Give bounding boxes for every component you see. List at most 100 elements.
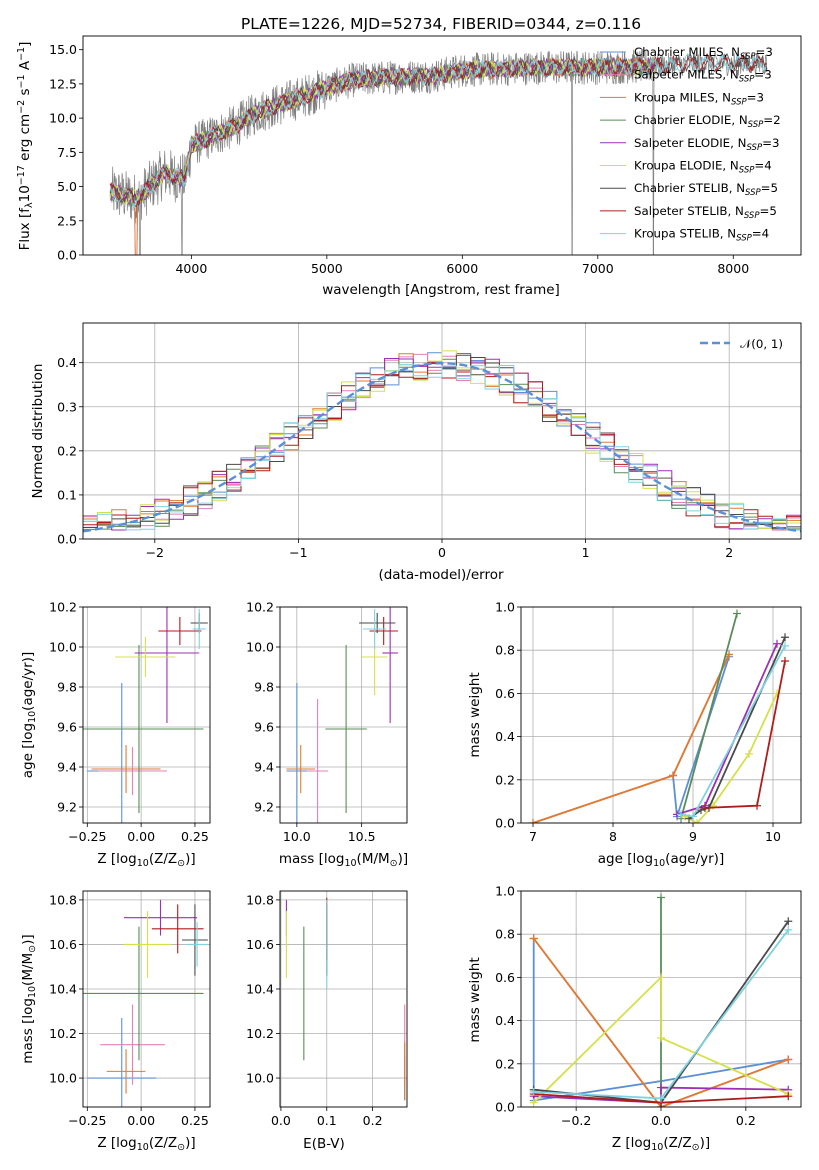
mw-z-ylabel: mass weight (467, 957, 483, 1042)
axes-age-vs-mass: 10.0 10.5 9.2 9.4 9.6 9.8 10.0 10.2 (246, 600, 408, 844)
mass-weight-marker (689, 812, 697, 821)
y-tick-label: 10.4 (246, 981, 274, 996)
mass-weight-marker (781, 633, 789, 642)
ylabel-mass-vs-Z: mass [log10(M/M⊙)] (20, 934, 38, 1063)
axes-frame (520, 606, 802, 824)
mass-weight-marker (781, 657, 789, 665)
legend-entry: Chabrier ELODIE, NSSP=2 (634, 113, 781, 130)
spectrum-legend: Chabrier MILES, NSSP=3 Salpeter MILES, NS… (600, 45, 781, 244)
y-tick-label: 0.6 (495, 686, 515, 701)
y-tick-label: 1.0 (495, 884, 515, 899)
mass-weight-marker (701, 803, 709, 812)
mass-weight-line (680, 613, 738, 819)
mass-weight-marker (693, 819, 701, 823)
y-tick-label: 0.0 (57, 248, 77, 263)
y-tick-label: 10.8 (49, 892, 77, 907)
y-tick-label: 10.0 (246, 640, 274, 655)
y-tick-label: 0.4 (495, 729, 515, 744)
y-tick-label: 9.4 (254, 760, 274, 775)
plot-area-mass-vs-EBV (285, 897, 406, 1101)
plot-area-mass-vs-Z (83, 899, 208, 1107)
residual-histogram (83, 350, 801, 530)
y-tick-label: 0.1 (57, 487, 77, 502)
y-tick-label: 0.8 (495, 643, 515, 658)
y-tick-label: 10.0 (49, 1071, 77, 1086)
x-tick-label: −0.25 (68, 1113, 106, 1128)
gaussian-legend-label: 𝒩(0, 1) (740, 337, 783, 351)
y-tick-label: 15.0 (49, 42, 77, 57)
axes-frame (82, 606, 211, 824)
mass-weight-marker (677, 810, 685, 819)
mass-weight-marker (657, 1083, 665, 1092)
legend-entry: Salpeter MILES, NSSP=3 (634, 68, 772, 85)
x-tick-label: 7000 (582, 261, 614, 276)
mass-weight-marker (733, 609, 741, 618)
y-tick-label: 10.2 (246, 1026, 274, 1041)
legend-entry: Kroupa MILES, NSSP=3 (634, 90, 764, 107)
y-tick-label: 0.0 (57, 532, 77, 547)
mass-weight-marker (657, 1033, 665, 1042)
mass-weight-line (532, 938, 789, 1102)
mass-weight-marker (529, 1098, 538, 1107)
y-tick-label: 10.8 (246, 892, 274, 907)
xlabel-mass-vs-Z: Z [log10(Z/Z⊙)] (97, 1135, 195, 1153)
mass-weight-marker (529, 1087, 538, 1096)
x-tick-label: 0.25 (181, 829, 209, 844)
xlabel-massweight-vs-age: age [log10(age/yr)] (598, 851, 724, 869)
legend-entry: Kroupa STELIB, NSSP=4 (634, 227, 769, 244)
ebv-xlabel: E(B-V) (303, 1136, 345, 1152)
y-tick-label: 7.5 (57, 145, 77, 160)
x-tick-label: 0.2 (363, 1113, 383, 1128)
y-tick-label: 0.0 (495, 1100, 515, 1115)
y-tick-label: 10.2 (49, 1026, 77, 1041)
spectrum-model-line (109, 56, 656, 205)
y-tick-label: 0.0 (495, 816, 515, 831)
x-tick-label: 0.00 (127, 829, 155, 844)
x-tick-label: 9 (689, 829, 697, 844)
x-tick-label: 4000 (175, 261, 207, 276)
mass-weight-marker (781, 641, 789, 650)
y-tick-label: 0.4 (495, 1013, 515, 1028)
x-tick-label: 1 (582, 545, 590, 560)
xlabel-age-vs-mass: mass [log10(M/M⊙)] (279, 851, 408, 869)
mass-weight-marker (784, 1092, 793, 1101)
y-tick-label: 0.4 (57, 355, 77, 370)
y-tick-label: 0.2 (495, 772, 515, 787)
x-tick-label: 0.0 (651, 1113, 671, 1128)
y-tick-label: 9.8 (57, 680, 77, 695)
mass-weight-marker (529, 934, 538, 943)
spectrum-title: PLATE=1226, MJD=52734, FIBERID=0344, z=0… (241, 15, 641, 33)
y-tick-label: 10.0 (49, 111, 77, 126)
axes-massweight-vs-age: 7 8 9 10 0.0 0.2 0.4 0.6 0.8 1.0 (495, 600, 802, 844)
legend-entry: Chabrier STELIB, NSSP=5 (634, 181, 778, 198)
y-tick-label: 10.0 (246, 1071, 274, 1086)
x-tick-label: 0.1 (317, 1113, 337, 1128)
plot-area-age-vs-Z (83, 607, 208, 823)
mass-weight-marker (669, 771, 677, 780)
y-tick-label: 2.5 (57, 213, 77, 228)
y-tick-label: 1.0 (495, 600, 515, 615)
plot-area-spectrum (109, 48, 768, 255)
spectrum-model-line (109, 53, 768, 208)
ylabel-age-vs-Z: age [log10(age/yr)] (20, 652, 38, 778)
plot-area-massweight-vs-age (529, 609, 789, 823)
spectrum-model-line (109, 53, 767, 208)
legend-entry: Kroupa ELODIE, NSSP=4 (634, 159, 772, 176)
mass-weight-marker (784, 925, 793, 934)
mass-weight-marker (753, 801, 761, 810)
mass-weight-marker (657, 973, 665, 982)
legend-entry: Salpeter ELODIE, NSSP=3 (634, 136, 779, 153)
y-tick-label: 9.2 (254, 800, 274, 815)
x-tick-label: −2 (146, 545, 164, 560)
x-tick-label: 8 (609, 829, 617, 844)
mass-weight-marker (745, 749, 753, 758)
axes-mass-vs-Z: −0.25 0.00 0.25 10.0 10.2 10.4 10.6 10.8 (49, 890, 211, 1128)
x-tick-label: 10.5 (348, 829, 376, 844)
x-tick-label: 7 (529, 829, 537, 844)
y-tick-label: 10.4 (49, 981, 77, 996)
axes-frame (520, 890, 802, 1108)
y-tick-label: 12.5 (49, 76, 77, 91)
residuals-ylabel: Normed distribution (30, 364, 46, 499)
x-tick-label: 0 (438, 545, 446, 560)
